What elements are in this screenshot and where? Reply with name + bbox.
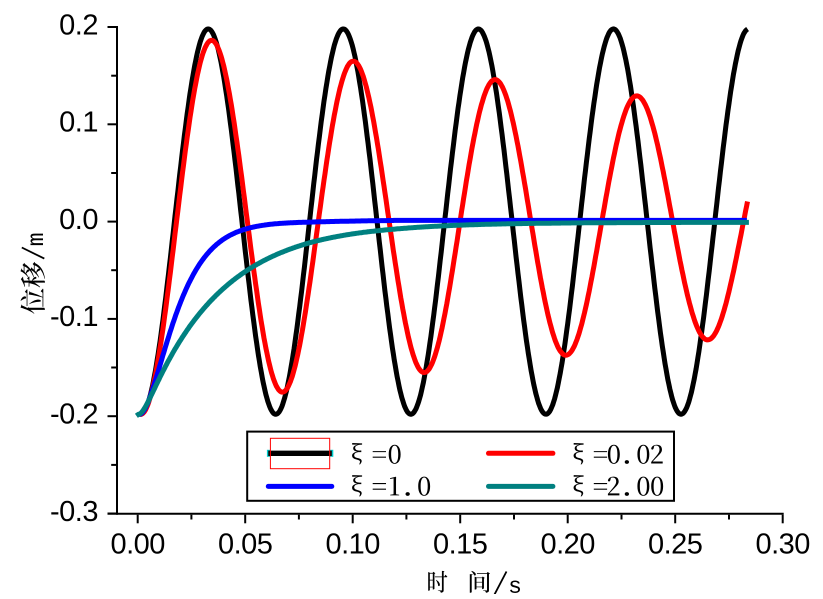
svg-text:0.1: 0.1: [59, 107, 98, 139]
svg-text:0.0: 0.0: [59, 204, 98, 236]
svg-text:0.2: 0.2: [59, 9, 98, 41]
svg-text:0.15: 0.15: [433, 528, 487, 560]
svg-text:0.30: 0.30: [755, 528, 809, 560]
svg-text:0.00: 0.00: [110, 528, 164, 560]
svg-text:-0.3: -0.3: [50, 496, 98, 528]
svg-text:0.10: 0.10: [325, 528, 379, 560]
svg-text:s: s: [508, 574, 522, 594]
svg-text:m: m: [24, 232, 50, 246]
svg-text:0.20: 0.20: [540, 528, 594, 560]
svg-text:-0.1: -0.1: [50, 301, 98, 333]
svg-text:0.25: 0.25: [648, 528, 702, 560]
svg-text:0.05: 0.05: [218, 528, 272, 560]
svg-text:-0.2: -0.2: [50, 399, 98, 431]
